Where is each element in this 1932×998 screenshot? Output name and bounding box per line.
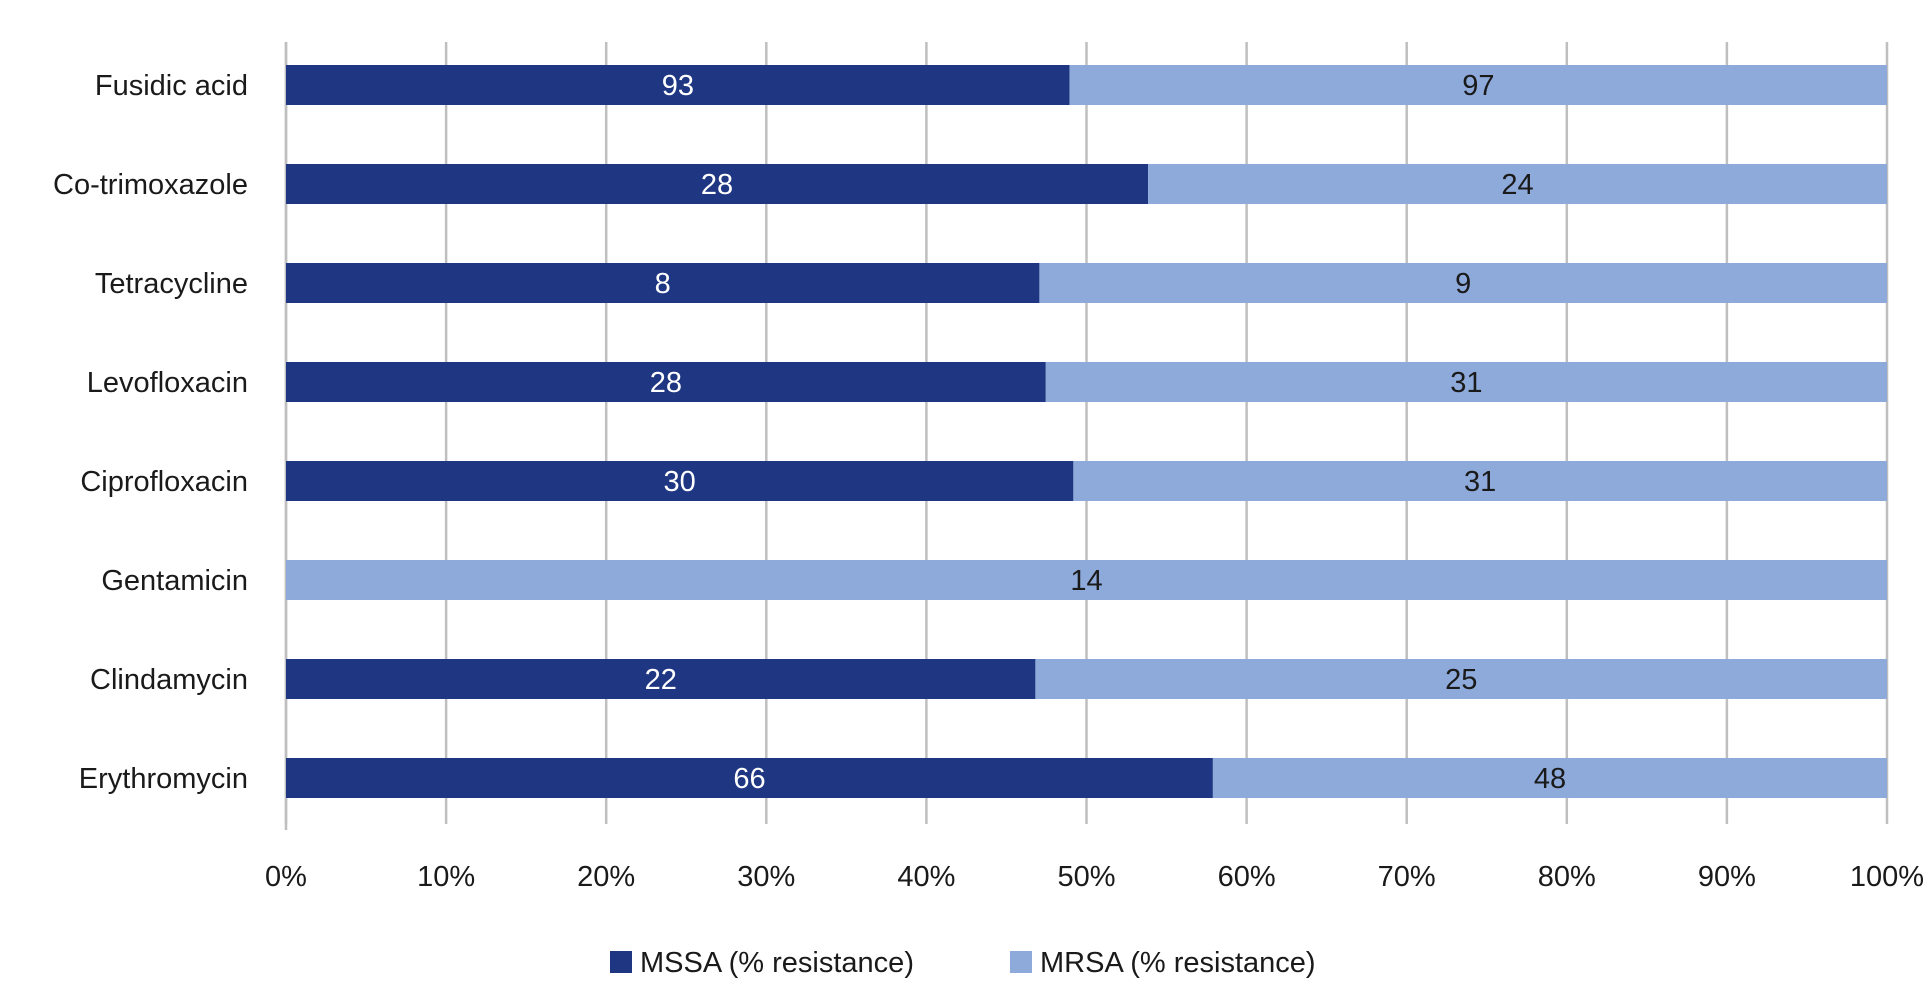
gridlines: [284, 42, 1889, 830]
bar-segment-mrsa: [1035, 659, 1887, 699]
bar-segment-mrsa: [1148, 164, 1887, 204]
data-label: 31: [1464, 466, 1496, 498]
bar-segment-mssa: [286, 65, 1070, 105]
x-tick-label: 90%: [1698, 861, 1756, 893]
x-tick-label: 10%: [417, 861, 475, 893]
bar-segment-mssa: [286, 659, 1036, 699]
category-label: Fusidic acid: [95, 70, 248, 102]
legend: MSSA (% resistance) MRSA (% resistance): [610, 947, 1316, 979]
legend-swatch: [1010, 951, 1032, 973]
bar-segment-mssa: [286, 164, 1149, 204]
x-tick-label: 40%: [897, 861, 955, 893]
data-label: 97: [1462, 70, 1494, 102]
bar-segment-mssa: [286, 263, 1040, 303]
bar-segment-mrsa: [1045, 362, 1887, 402]
bar-segment-mrsa: [286, 560, 1887, 600]
bar-segment-mrsa: [1069, 65, 1887, 105]
bar-segment-mrsa: [1039, 263, 1887, 303]
x-tick-label: 80%: [1538, 861, 1596, 893]
x-tick-labels: 0% 10% 20% 30% 40% 50% 60% 70% 80% 90% 100%: [265, 861, 1924, 893]
bar-segment-mssa: [286, 758, 1213, 798]
data-label: 25: [1445, 664, 1477, 696]
bar-segment-mrsa: [1073, 461, 1887, 501]
x-tick-label: 50%: [1057, 861, 1115, 893]
legend-swatch: [610, 951, 632, 973]
data-label: 30: [664, 466, 696, 498]
category-label: Clindamycin: [90, 664, 248, 696]
x-tick-label: 60%: [1218, 861, 1276, 893]
x-tick-label: 20%: [577, 861, 635, 893]
data-label: 14: [1070, 565, 1102, 597]
category-label: Gentamicin: [101, 565, 248, 597]
category-label: Tetracycline: [95, 268, 248, 300]
x-tick-label: 100%: [1850, 861, 1924, 893]
data-label: 48: [1534, 763, 1566, 795]
x-tick-label: 30%: [737, 861, 795, 893]
x-tick-label: 0%: [265, 861, 307, 893]
bar-segment-mssa: [286, 362, 1046, 402]
data-label: 66: [733, 763, 765, 795]
data-label: 22: [645, 664, 677, 696]
category-label: Levofloxacin: [87, 367, 248, 399]
legend-label: MSSA (% resistance): [640, 947, 914, 979]
data-label: 24: [1501, 169, 1533, 201]
bars: 93 97 28 24 8 9 28 31 30 31 14 22 25 66 48: [286, 65, 1887, 798]
legend-label: MRSA (% resistance): [1040, 947, 1316, 979]
bar-segment-mssa: [286, 461, 1074, 501]
data-label: 93: [662, 70, 694, 102]
data-label: 28: [650, 367, 682, 399]
data-label: 28: [701, 169, 733, 201]
category-labels: Fusidic acid Co-trimoxazole Tetracycline Le…: [53, 70, 248, 795]
category-label: Ciprofloxacin: [80, 466, 248, 498]
category-label: Co-trimoxazole: [53, 169, 248, 201]
data-label: 8: [655, 268, 671, 300]
x-tick-label: 70%: [1378, 861, 1436, 893]
data-label: 9: [1455, 268, 1471, 300]
data-label: 31: [1450, 367, 1482, 399]
category-label: Erythromycin: [79, 763, 248, 795]
bar-segment-mrsa: [1212, 758, 1887, 798]
